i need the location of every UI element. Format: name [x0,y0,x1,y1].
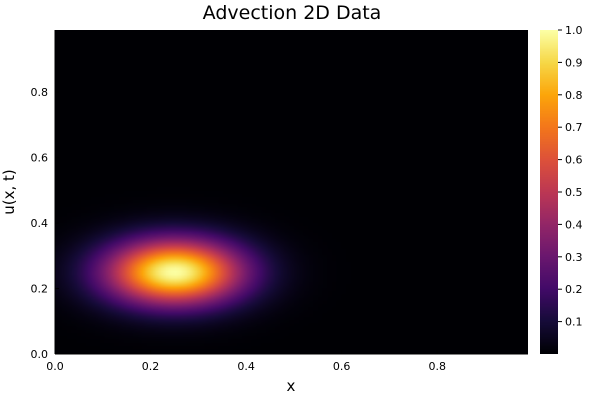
colorbar: 0.1 0.2 0.3 0.4 0.5 0.6 0.7 0.8 0.9 1.0 [540,24,583,354]
colorbar-tick-label: 0.4 [565,218,583,231]
colorbar-tick-label: 0.5 [565,186,583,199]
y-tick-label: 0.8 [31,86,49,99]
x-tick-label: 0.0 [46,360,64,373]
y-tick-label: 0.4 [31,217,49,230]
x-tick-label: 0.6 [333,360,351,373]
colorbar-tick-label: 0.1 [565,316,583,329]
colorbar-tick-label: 0.7 [565,121,583,134]
colorbar-tick-label: 1.0 [565,24,583,37]
heatmap-image [55,30,528,354]
y-axis-label: u(x, t) [0,169,18,215]
colorbar-tick-label: 0.9 [565,56,583,69]
x-axis: 0.0 0.2 0.4 0.6 0.8 [46,350,528,373]
x-tick-label: 0.8 [428,360,446,373]
colorbar-tick-label: 0.2 [565,283,583,296]
y-axis: 0.0 0.2 0.4 0.6 0.8 [31,30,59,361]
y-tick-label: 0.0 [31,348,49,361]
y-tick-label: 0.6 [31,152,49,165]
x-axis-label: x [287,377,296,395]
y-tick-label: 0.2 [31,283,49,296]
x-tick-label: 0.2 [142,360,160,373]
colorbar-tick-label: 0.6 [565,154,583,167]
plot-area [55,30,528,354]
colorbar-tick-label: 0.3 [565,251,583,264]
x-tick-label: 0.4 [237,360,255,373]
chart-title: Advection 2D Data [203,2,382,24]
colorbar-gradient [540,30,558,354]
colorbar-tick-label: 0.8 [565,89,583,102]
